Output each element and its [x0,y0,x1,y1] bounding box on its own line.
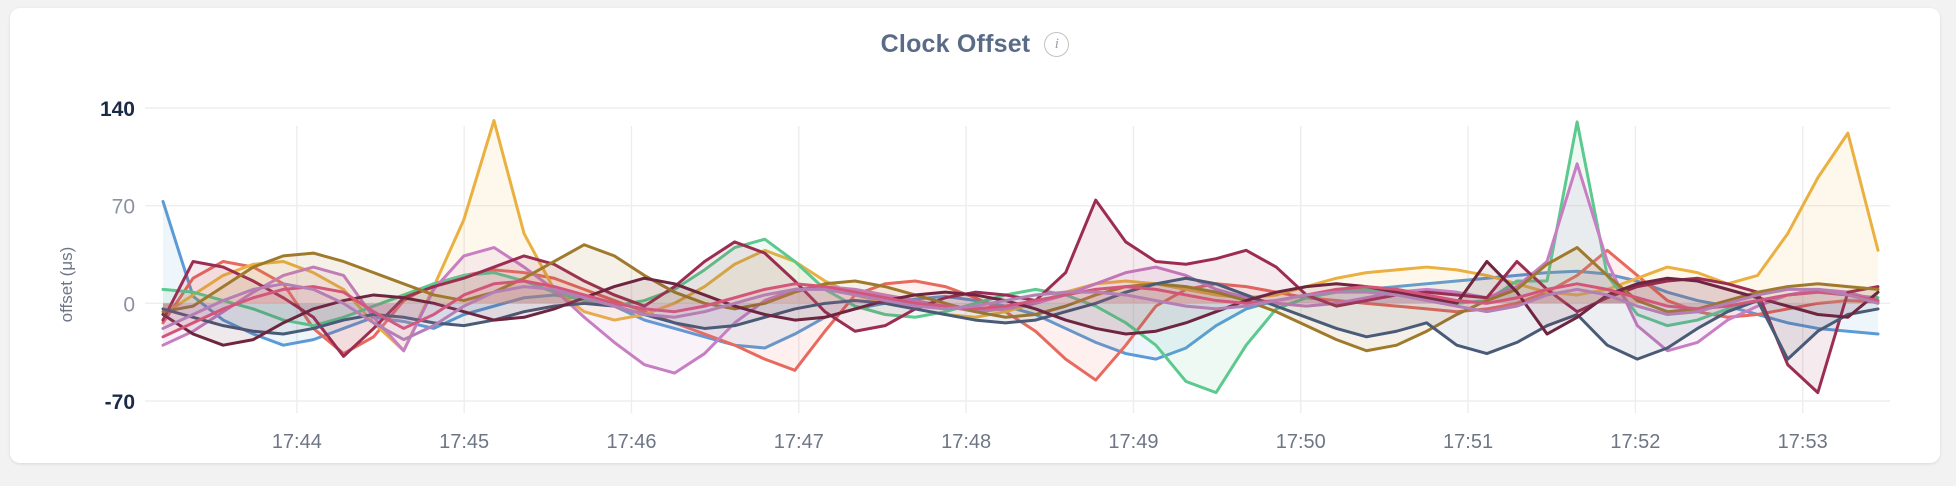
y-axis-tick-label: 70 [112,196,135,219]
series-line [161,199,1880,361]
y-axis-label: offset (μs) [57,247,76,323]
series-line [161,276,1880,361]
series-line [161,243,1880,353]
y-axis-tick-label: 140 [100,98,135,121]
page-title: Clock Offset [880,30,1031,58]
x-axis-tick-label: 17:46 [606,431,656,453]
clock-offset-line-chart: 17:44 17:45 17:46 17:47 17:48 17:49 17:50 17:51… [57,98,1890,453]
y-axis-tick-label: -70 [105,391,135,414]
series-line [161,279,1880,339]
info-icon[interactable]: i [1044,32,1070,57]
x-axis-tick-label: 17:47 [774,431,824,453]
card-header: Clock Offset i [10,30,1940,59]
series-area [163,200,1878,393]
chart-plot-area: 17:44 17:45 17:46 17:47 17:48 17:49 17:50 17:51… [10,8,1940,463]
x-axis-tick-label: 17:50 [1276,431,1326,453]
series-line [161,282,1880,342]
x-axis-tick-label: 17:53 [1778,431,1828,453]
x-axis-tick-label: 17:49 [1108,431,1158,453]
y-axis-tick-label: 0 [123,293,135,316]
x-axis-tick-label: 17:44 [272,431,322,453]
x-axis-tick-label: 17:52 [1610,431,1660,453]
x-axis-tick-label: 17:51 [1443,431,1493,453]
x-axis-tick-label: 17:48 [941,431,991,453]
series-area [163,163,1878,374]
x-axis-tick-label: 17:45 [439,431,489,453]
series-line [161,120,1880,395]
series-area [163,244,1878,351]
clock-offset-card: Clock Offset i 17:44 17:45 17:46 17:47 17:48… [10,8,1940,463]
